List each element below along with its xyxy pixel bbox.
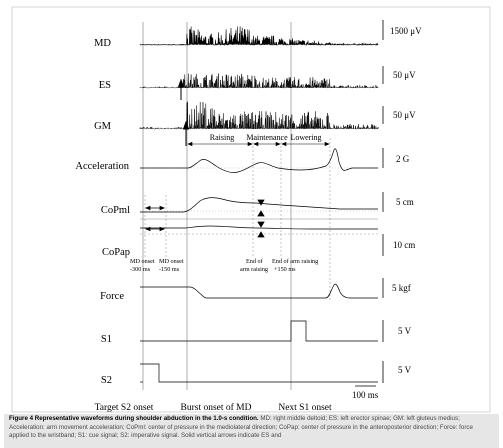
caption-body: MD: right middle deltoid; ES: left erect… bbox=[9, 415, 473, 440]
channel-label-s2: S2 bbox=[101, 375, 112, 386]
figure-caption: Figure 4 Representative waveforms during… bbox=[4, 414, 499, 441]
acceleration-trace bbox=[140, 148, 378, 173]
scale-label-copml: 5 cm bbox=[396, 197, 414, 207]
scale-label-s2: 5 V bbox=[398, 365, 412, 375]
phase-lowering-label: Lowering bbox=[290, 133, 321, 142]
channel-label-es: ES bbox=[99, 80, 111, 91]
channel-label-copap: CoPap bbox=[102, 247, 130, 258]
annotation-md-onset-150: MD onset bbox=[159, 258, 184, 265]
phase-bar bbox=[187, 141, 330, 147]
caption-box: Figure 4 Representative waveforms during… bbox=[4, 414, 499, 448]
annotation-md-onset-300: MD onset bbox=[130, 258, 155, 265]
scale-label-es: 50 μV bbox=[393, 70, 416, 80]
label-burst-onset-md: Burst onset of MD bbox=[181, 402, 252, 413]
figure-frame bbox=[11, 6, 491, 413]
scale-label-md: 1500 μV bbox=[390, 26, 422, 36]
copap-arrows bbox=[144, 221, 265, 238]
channel-label-s1: S1 bbox=[101, 334, 112, 345]
s2-trace bbox=[140, 363, 378, 383]
copap-trace bbox=[140, 225, 378, 235]
channel-label-acceleration: Acceleration bbox=[75, 161, 129, 172]
scale-label-gm: 50 μV bbox=[393, 110, 416, 120]
annotation-end-arm-raising-2: arm raising bbox=[240, 266, 268, 273]
scale-label-acceleration: 2 G bbox=[396, 154, 410, 164]
annotation-end-arm-raising-150: End of arm raising bbox=[272, 258, 318, 265]
scale-label-copap: 10 cm bbox=[393, 240, 415, 250]
annotation-end-arm-raising-150-ms: +150 ms bbox=[274, 266, 296, 273]
s1-trace bbox=[140, 320, 378, 342]
force-trace bbox=[140, 283, 378, 299]
scale-label-s1: 5 V bbox=[398, 326, 412, 336]
time-scale-label: 100 ms bbox=[352, 390, 379, 400]
phase-maintenance-label: Maintenance bbox=[246, 133, 288, 142]
annotation-end-arm-raising: End of bbox=[246, 258, 264, 265]
md-emg-trace bbox=[139, 26, 379, 47]
copml-arrows bbox=[144, 199, 265, 217]
caption-title: Figure 4 Representative waveforms during… bbox=[9, 415, 259, 422]
es-emg-trace bbox=[139, 73, 379, 89]
gm-emg-trace bbox=[139, 101, 379, 130]
onset-arrows bbox=[177, 78, 190, 146]
copml-trace bbox=[140, 197, 378, 220]
scale-bars bbox=[355, 20, 384, 387]
annotation-md-onset-150-ms: -150 ms bbox=[159, 266, 180, 273]
channel-label-gm: GM bbox=[94, 121, 112, 132]
scale-label-force: 5 kgf bbox=[392, 283, 411, 293]
label-next-s1-onset: Next S1 onset bbox=[278, 403, 332, 413]
channel-label-force: Force bbox=[100, 291, 124, 302]
label-target-s2-onset: Target S2 onset bbox=[95, 403, 154, 413]
channel-label-md: MD bbox=[94, 38, 111, 49]
annotation-md-onset-300-ms: -300 ms bbox=[130, 266, 151, 273]
channel-label-copml: CoPml bbox=[101, 205, 130, 216]
phase-raising-label: Raising bbox=[210, 133, 234, 142]
